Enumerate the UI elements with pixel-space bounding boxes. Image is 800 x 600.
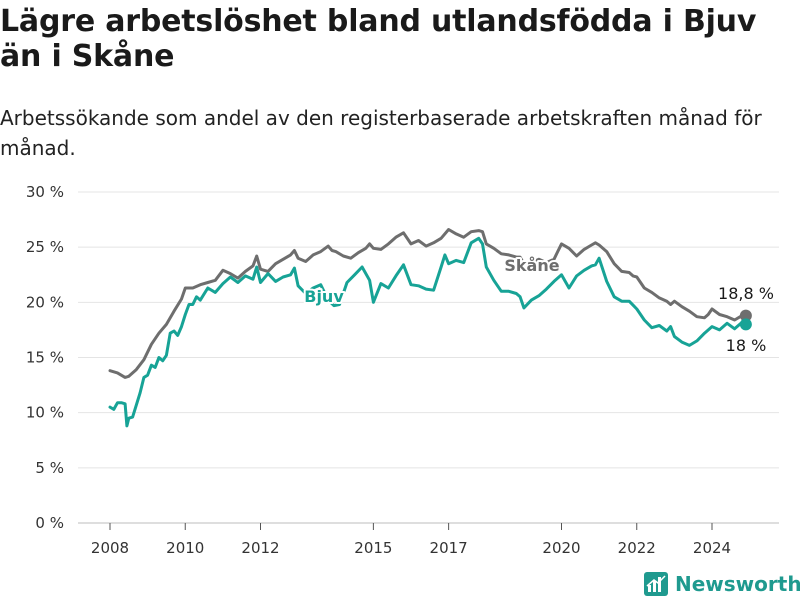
y-tick-label: 20 %	[26, 293, 64, 311]
chart-subtitle: Arbetssökande som andel av den registerb…	[0, 106, 762, 160]
chart-title: Lägre arbetslöshet bland utlandsfödda i …	[0, 4, 757, 74]
bar-chart-logo-icon	[644, 572, 668, 596]
end-point-sk-ne	[739, 309, 752, 322]
series-label-bjuv: Bjuv	[304, 287, 344, 306]
y-tick-label: 10 %	[26, 404, 64, 422]
y-tick-label: 0 %	[35, 514, 64, 532]
x-tick-label: 2015	[354, 539, 392, 557]
end-value-label-bjuv: 18 %	[726, 336, 767, 355]
series-label-skane: Skåne	[504, 256, 559, 275]
series-lines	[108, 228, 752, 428]
series-label-skane-halo: Skåne	[504, 256, 559, 275]
y-tick-label: 5 %	[35, 459, 64, 477]
y-axis-tick-labels: 0 % 5 % 10 % 15 % 20 % 25 % 30 %	[26, 183, 64, 532]
newsworthy-logo: Newsworthy	[644, 570, 800, 598]
x-axis-ticks: 2008 2010 2012 2015 2017 2020 2022 2024	[91, 523, 731, 557]
x-tick-label: 2020	[542, 539, 580, 557]
end-value-label-skane: 18,8 %	[718, 284, 774, 303]
x-tick-label: 2010	[166, 539, 204, 557]
x-tick-label: 2022	[618, 539, 656, 557]
grid-lines	[78, 191, 779, 524]
y-tick-label: 15 %	[26, 349, 64, 367]
x-tick-label: 2012	[241, 539, 279, 557]
end-point-bjuv	[739, 318, 752, 331]
x-tick-label: 2017	[430, 539, 468, 557]
brand-name: Newsworthy	[675, 572, 800, 596]
series-line-sk-ne	[108, 228, 748, 379]
y-tick-label: 30 %	[26, 183, 64, 201]
y-tick-label: 25 %	[26, 238, 64, 256]
x-tick-label: 2024	[693, 539, 731, 557]
x-tick-label: 2008	[91, 539, 129, 557]
series-line-bjuv	[108, 236, 748, 428]
series-label-bjuv-halo: Bjuv	[304, 287, 344, 306]
